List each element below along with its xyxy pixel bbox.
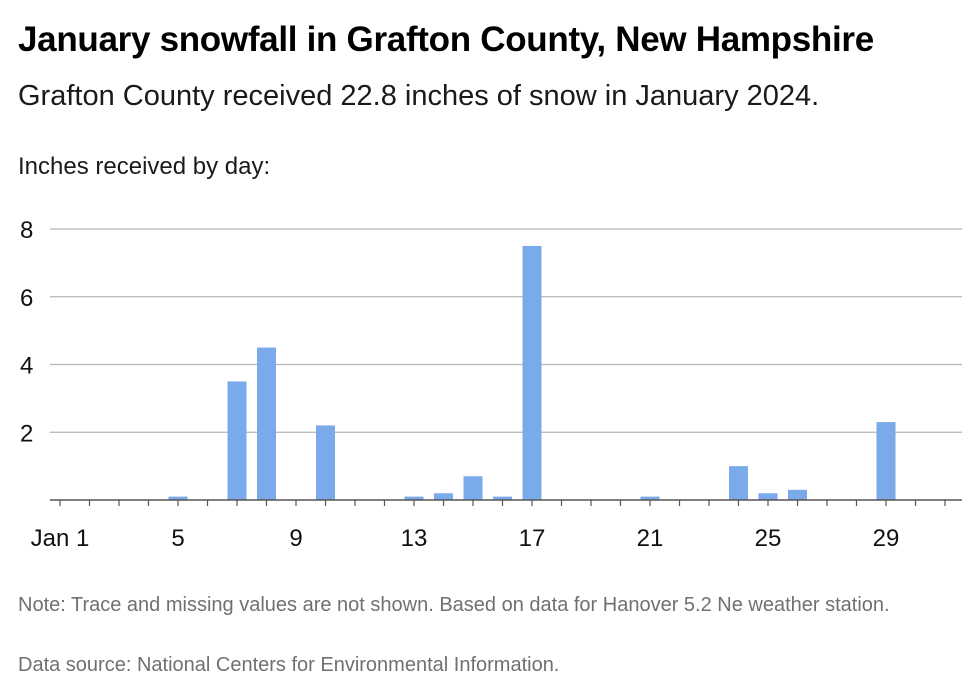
bar (876, 422, 896, 500)
bar (227, 381, 247, 500)
bar (434, 493, 453, 500)
x-tick-label: 29 (873, 525, 900, 552)
bar (640, 496, 660, 500)
bar-chart: 2 4 6 8 Jan 1 5 9 13 17 21 25 29 (20, 217, 962, 552)
bar (168, 496, 188, 500)
chart-note: Note: Trace and missing values are not s… (18, 594, 890, 616)
y-tick-label: 2 (20, 420, 33, 447)
data-source: Data source: National Centers for Enviro… (18, 654, 560, 676)
bar (788, 489, 807, 500)
chart-subtitle: Grafton County received 22.8 inches of s… (18, 80, 820, 112)
y-tick-label: 8 (20, 217, 33, 244)
x-tick-label: 5 (171, 525, 184, 552)
bar (493, 496, 512, 500)
x-tick-label: 25 (755, 525, 782, 552)
bar (758, 493, 778, 500)
y-tick-label: 6 (20, 285, 33, 312)
bar (257, 347, 276, 500)
bar (316, 425, 335, 500)
bar (522, 245, 542, 500)
y-axis-label: Inches received by day: (18, 153, 271, 180)
bar (729, 466, 748, 500)
x-tick-label: 17 (519, 525, 546, 552)
chart-title: January snowfall in Grafton County, New … (18, 20, 874, 59)
bar (463, 476, 483, 500)
x-tick-label: 9 (289, 525, 302, 552)
x-tick-label: 21 (637, 525, 664, 552)
bar (404, 496, 424, 500)
y-tick-label: 4 (20, 353, 33, 380)
x-tick-label: Jan 1 (31, 525, 90, 552)
x-tick-label: 13 (401, 525, 428, 552)
